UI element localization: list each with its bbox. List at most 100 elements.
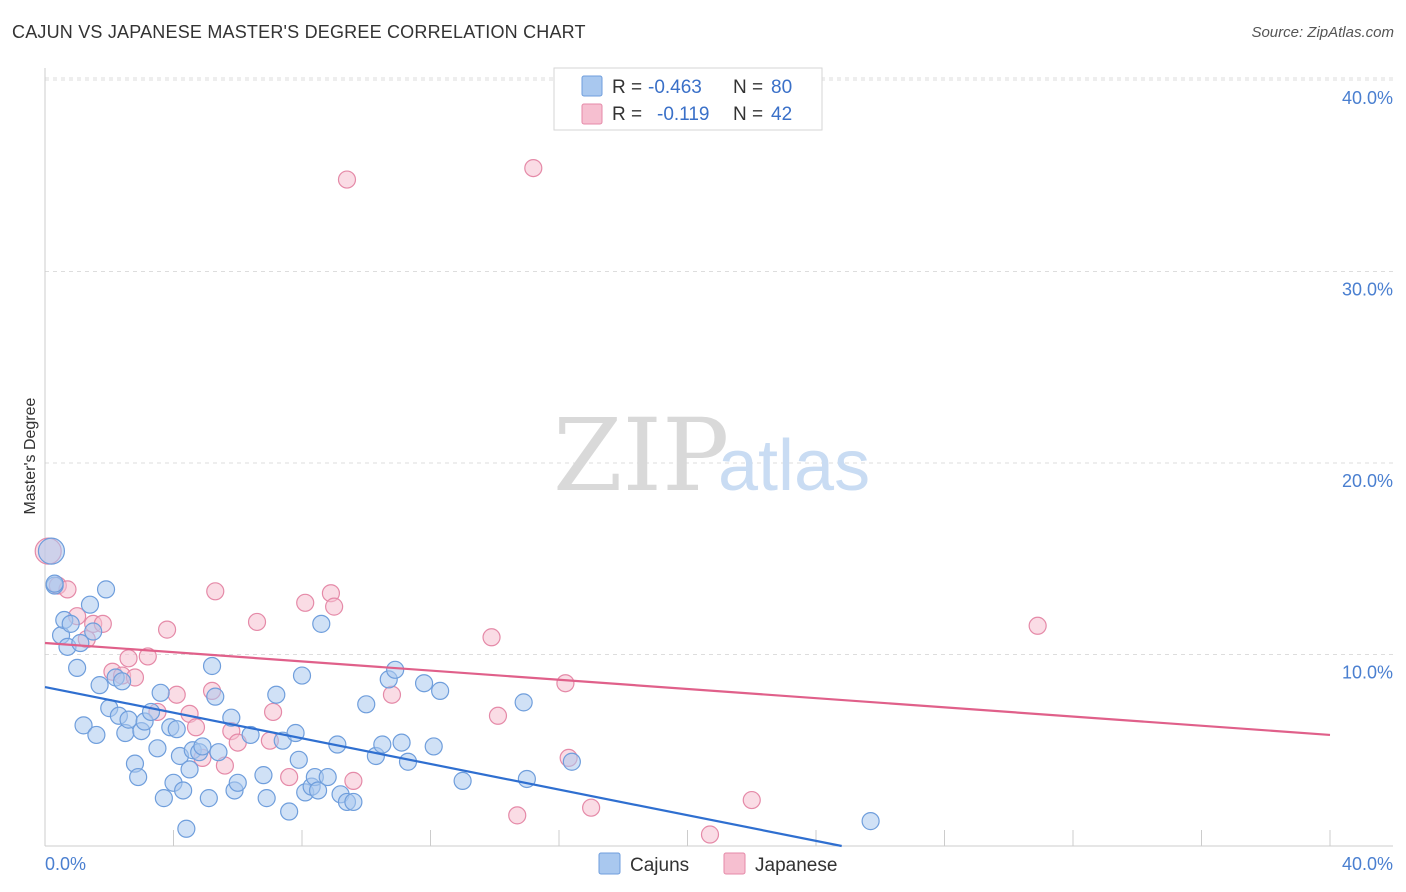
japanese-point — [337, 170, 357, 189]
cajuns-point — [199, 789, 218, 808]
cajuns-point — [209, 743, 228, 762]
cajuns-point — [289, 750, 308, 769]
japanese-point — [742, 790, 761, 810]
japanese-point — [556, 674, 575, 693]
cajuns-trend-line — [44, 685, 842, 848]
watermark-atlas: atlas — [718, 426, 870, 506]
cajuns-point — [151, 683, 170, 702]
cajuns-point — [312, 614, 331, 633]
bottom-legend-label-japanese: Japanese — [755, 855, 837, 876]
cajuns-point — [431, 681, 450, 700]
legend-swatch-cajuns — [581, 75, 603, 97]
cajuns-point — [392, 733, 411, 752]
japanese-point — [700, 825, 720, 844]
legend-n-label-cajuns: N = — [733, 77, 763, 98]
cajuns-point — [90, 676, 109, 695]
cajuns-point — [71, 633, 90, 653]
y-axis-label: Master's Degree — [22, 397, 39, 514]
cajuns-point — [80, 595, 100, 614]
cajuns-point — [174, 781, 193, 800]
cajuns-point — [222, 708, 241, 727]
japanese-point — [206, 582, 225, 601]
y-tick-label: 30.0% — [1342, 280, 1393, 300]
cajuns-point — [202, 656, 222, 676]
japanese-point — [344, 771, 363, 790]
x-tick-label-max: 40.0% — [1342, 854, 1393, 874]
cajuns-point — [257, 789, 276, 808]
legend-r-value-cajuns: -0.463 — [648, 77, 702, 98]
cajuns-point — [344, 792, 363, 812]
cajuns-point — [206, 687, 225, 706]
cajuns-point — [373, 735, 392, 754]
y-tick-label: 40.0% — [1342, 88, 1393, 108]
japanese-point — [296, 593, 315, 612]
legend-r-label-cajuns: R = — [612, 77, 642, 98]
cajuns-point — [84, 622, 103, 641]
legend-r-value-japanese: -0.119 — [657, 104, 709, 125]
source-label: Source: ZipAtlas.com — [1251, 24, 1394, 41]
legend-n-value-cajuns: 80 — [771, 77, 792, 98]
cajuns-point — [177, 819, 196, 838]
cajuns-point — [96, 580, 116, 599]
x-tick-label-min: 0.0% — [45, 854, 86, 874]
legend-r-label-japanese: R = — [612, 104, 642, 125]
bottom-legend-swatch-cajuns — [598, 852, 621, 875]
cajuns-point — [267, 685, 286, 704]
cajuns-point — [414, 674, 434, 693]
bottom-legend-swatch-japanese — [723, 852, 746, 875]
japanese-point — [1028, 616, 1047, 635]
japanese-point — [508, 806, 527, 825]
bottom-legend-label-cajuns: Cajuns — [630, 855, 689, 876]
correlation-legend: R = -0.463 N = 80 R = -0.119 N = 42 — [553, 67, 823, 131]
y-tick-label: 20.0% — [1342, 471, 1393, 491]
japanese-point — [263, 702, 283, 722]
cajuns-point — [154, 789, 173, 808]
watermark-zip: ZIP — [553, 397, 729, 514]
grid-lines — [45, 77, 1393, 655]
cajuns-point — [318, 767, 337, 787]
x-tick-marks — [44, 830, 1331, 846]
cajuns-point — [45, 574, 64, 593]
y-tick-label: 10.0% — [1342, 663, 1393, 683]
cajuns-point — [280, 802, 299, 821]
japanese-trend-line — [44, 641, 1331, 737]
cajuns-point — [386, 660, 405, 679]
cajuns-point — [148, 739, 167, 758]
chart-title: CAJUN VS JAPANESE MASTER'S DEGREE CORREL… — [12, 22, 586, 42]
japanese-point — [382, 685, 402, 704]
japanese-point — [325, 597, 344, 616]
cajuns-point — [453, 771, 472, 790]
cajuns-point — [308, 781, 328, 800]
cajuns-point — [37, 537, 66, 565]
cajuns-point — [562, 752, 581, 771]
japanese-point — [119, 649, 138, 668]
japanese-point — [186, 718, 206, 737]
cajuns-point — [180, 760, 199, 779]
cajuns-point — [514, 693, 533, 712]
cajuns-point — [424, 737, 443, 756]
cajuns-point — [61, 614, 80, 633]
cajuns-point — [112, 672, 132, 691]
cajuns-point — [167, 720, 186, 739]
japanese-point — [524, 158, 543, 178]
legend-swatch-japanese — [581, 103, 603, 125]
cajuns-point — [193, 737, 212, 756]
japanese-points — [34, 158, 1047, 844]
legend-n-label-japanese: N = — [733, 104, 763, 125]
japanese-point — [157, 620, 177, 639]
japanese-point — [138, 647, 157, 666]
legend-n-value-japanese: 42 — [771, 104, 792, 125]
japanese-point — [280, 767, 299, 787]
japanese-point — [582, 798, 601, 817]
cajuns-point — [74, 716, 93, 735]
japanese-point — [488, 706, 508, 725]
trend-lines — [44, 641, 1331, 848]
cajuns-point — [228, 773, 247, 792]
y-tick-labels: 10.0% 20.0% 30.0% 40.0% — [1342, 88, 1393, 683]
japanese-point — [167, 685, 186, 704]
cajuns-point — [68, 658, 87, 678]
cajuns-point — [241, 725, 260, 745]
cajuns-point — [292, 666, 312, 685]
cajuns-point — [357, 695, 376, 714]
